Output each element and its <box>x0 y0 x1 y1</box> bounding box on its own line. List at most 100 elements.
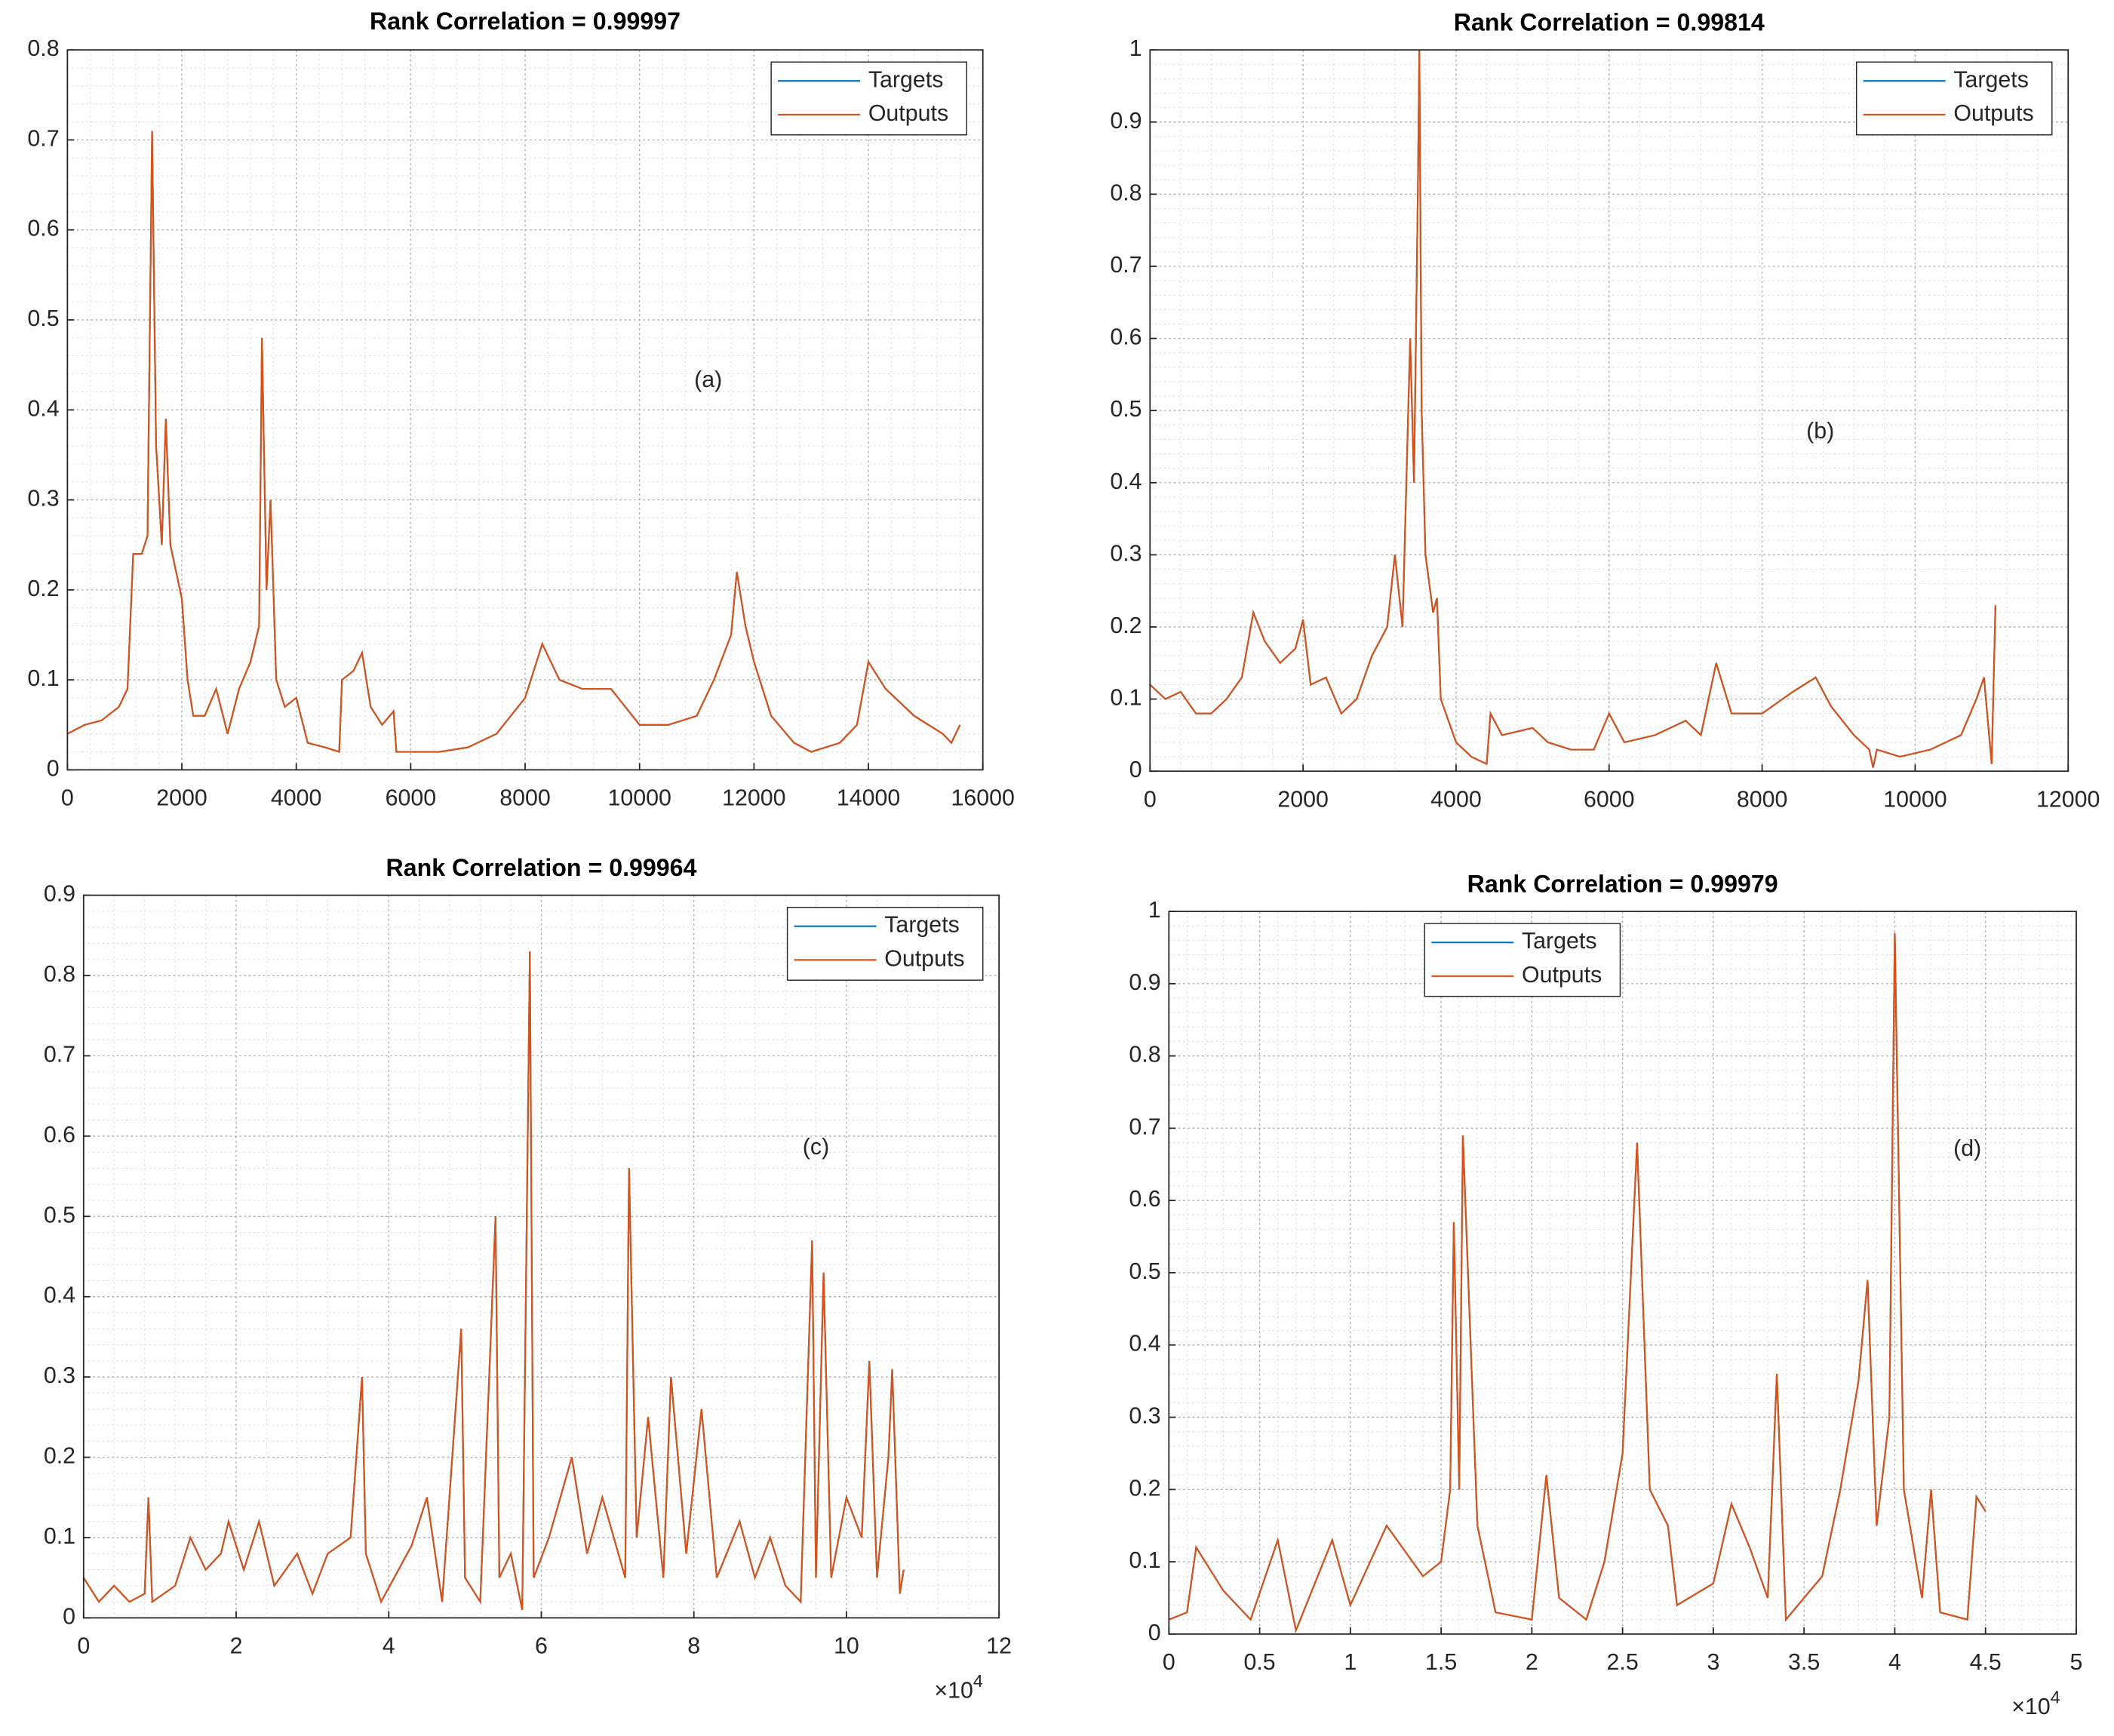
x-tick-label: 4000 <box>271 786 322 811</box>
y-tick-label: 0.7 <box>27 126 59 151</box>
x-tick-label: 3 <box>1707 1650 1719 1675</box>
y-tick-label: 0 <box>63 1604 75 1629</box>
x-tick-label: 6000 <box>1584 788 1635 813</box>
x-tick-label: 12000 <box>722 786 785 811</box>
x-tick-label: 2000 <box>1277 788 1329 813</box>
x-tick-label: 2 <box>1526 1650 1538 1675</box>
x-tick-label: 6000 <box>386 786 437 811</box>
y-tick-label: 0.4 <box>27 396 59 421</box>
data-line <box>82 951 905 1610</box>
y-tick-label: 0.1 <box>27 666 59 691</box>
annotation: (d) <box>1953 1136 1981 1161</box>
legend-label: Outputs <box>1522 963 1602 988</box>
annotation: (a) <box>694 367 722 392</box>
x-tick-label: 0 <box>1163 1650 1175 1675</box>
y-tick-label: 0.1 <box>1110 686 1141 711</box>
y-tick-label: 0 <box>1129 757 1142 782</box>
chart-title: Rank Correlation = 0.99814 <box>1454 9 1765 36</box>
y-tick-label: 0.7 <box>44 1042 75 1067</box>
chart-panel: 0 0.1 0.2 0.3 0.4 0.5 0.6 0.7 0.8 0.9 0 2 4 6 8 10 12 Ran… <box>44 854 1012 1704</box>
x-tick-label: 10000 <box>607 786 671 811</box>
y-tick-label: 0.5 <box>44 1203 75 1227</box>
y-tick-label: 0.4 <box>1110 469 1141 494</box>
x-tick-label: 0 <box>77 1634 90 1659</box>
y-tick-label: 0.9 <box>1129 970 1160 995</box>
x-tick-label: 4 <box>1888 1650 1901 1675</box>
legend-label: Outputs <box>1953 101 2033 126</box>
y-tick-label: 0.7 <box>1129 1114 1160 1139</box>
y-tick-label: 0.9 <box>44 882 75 907</box>
plot-border <box>1168 911 2077 1635</box>
x-tick-label: 12 <box>986 1634 1012 1659</box>
y-tick-label: 0.8 <box>1129 1043 1160 1068</box>
x-tick-label: 12000 <box>2036 788 2100 813</box>
x-tick-label: 10000 <box>1883 788 1947 813</box>
x-tick-label: 2.5 <box>1607 1650 1639 1675</box>
chart-panel: 0 0.1 0.2 0.3 0.4 0.5 0.6 0.7 0.8 0 2000 4000 6000 80… <box>27 8 1015 811</box>
y-tick-label: 0.5 <box>1129 1259 1160 1284</box>
y-tick-label: 1 <box>1129 36 1142 61</box>
y-tick-label: 0.8 <box>27 36 59 61</box>
legend-label: Targets <box>868 67 944 92</box>
y-tick-label: 0.6 <box>27 217 59 241</box>
legend-label: Targets <box>1522 929 1597 954</box>
y-tick-label: 0.9 <box>1110 109 1141 134</box>
y-tick-label: 0.2 <box>1129 1476 1160 1501</box>
legend-box <box>1424 923 1621 997</box>
legend-box <box>786 906 984 981</box>
y-tick-label: 0 <box>1148 1621 1161 1645</box>
x-tick-label: 1.5 <box>1425 1650 1457 1675</box>
x-multiplier-base: ×10 <box>2011 1695 2051 1719</box>
y-tick-label: 0.2 <box>1110 613 1141 638</box>
x-tick-label: 4.5 <box>1970 1650 2002 1675</box>
y-tick-label: 0.6 <box>1129 1187 1160 1212</box>
annotation: (c) <box>803 1135 829 1160</box>
x-tick-label: 14000 <box>837 786 900 811</box>
y-tick-label: 0.2 <box>44 1444 75 1469</box>
chart-panel: 0 0.1 0.2 0.3 0.4 0.5 0.6 0.7 0.8 0.9 1 0 0.5 1 1.5 2 2.… <box>1129 871 2082 1720</box>
y-tick-label: 1 <box>1148 898 1161 923</box>
x-tick-label: 10 <box>834 1634 859 1659</box>
chart-title: Rank Correlation = 0.99979 <box>1467 871 1778 898</box>
x-tick-label: 5 <box>2070 1650 2083 1675</box>
x-multiplier-base: ×10 <box>934 1679 973 1704</box>
data-line <box>1149 50 1996 768</box>
y-tick-label: 0.1 <box>44 1524 75 1549</box>
x-tick-label: 6 <box>535 1634 548 1659</box>
legend-label: Outputs <box>868 101 948 126</box>
y-tick-label: 0.8 <box>44 962 75 987</box>
legend-box <box>770 61 967 136</box>
legend-label: Targets <box>1953 67 2029 92</box>
x-tick-label: 0 <box>1144 788 1157 813</box>
legend-label: Targets <box>884 913 960 938</box>
x-multiplier: ×104 <box>934 1671 983 1703</box>
y-tick-label: 0.4 <box>1129 1332 1160 1357</box>
y-tick-label: 0.3 <box>1110 541 1141 566</box>
chart-panel: 0 0.1 0.2 0.3 0.4 0.5 0.6 0.7 0.8 0.9 1 0 2000 4000 60… <box>1110 9 2100 813</box>
legend-box <box>1855 61 2053 136</box>
x-tick-label: 8000 <box>499 786 551 811</box>
y-tick-label: 0.3 <box>27 487 59 512</box>
plot-border <box>82 894 1000 1619</box>
x-tick-label: 0 <box>61 786 74 811</box>
y-tick-label: 0.3 <box>1129 1404 1160 1429</box>
y-tick-label: 0.4 <box>44 1283 75 1308</box>
x-multiplier-exponent: 4 <box>973 1671 983 1691</box>
x-tick-label: 16000 <box>951 786 1014 811</box>
plot-border <box>66 49 984 771</box>
x-tick-label: 8000 <box>1737 788 1788 813</box>
y-tick-label: 0.5 <box>27 306 59 331</box>
data-line <box>1168 933 1986 1633</box>
y-tick-label: 0.8 <box>1110 180 1141 205</box>
y-tick-label: 0.1 <box>1129 1548 1160 1573</box>
x-multiplier-exponent: 4 <box>2051 1688 2060 1707</box>
data-line <box>66 131 961 753</box>
chart-title: Rank Correlation = 0.99964 <box>386 854 696 881</box>
x-tick-label: 4000 <box>1430 788 1482 813</box>
y-tick-label: 0.6 <box>1110 325 1141 350</box>
y-tick-label: 0.7 <box>1110 253 1141 278</box>
y-tick-label: 0.3 <box>44 1363 75 1388</box>
x-tick-label: 0.5 <box>1243 1650 1275 1675</box>
x-multiplier: ×104 <box>2011 1688 2060 1719</box>
